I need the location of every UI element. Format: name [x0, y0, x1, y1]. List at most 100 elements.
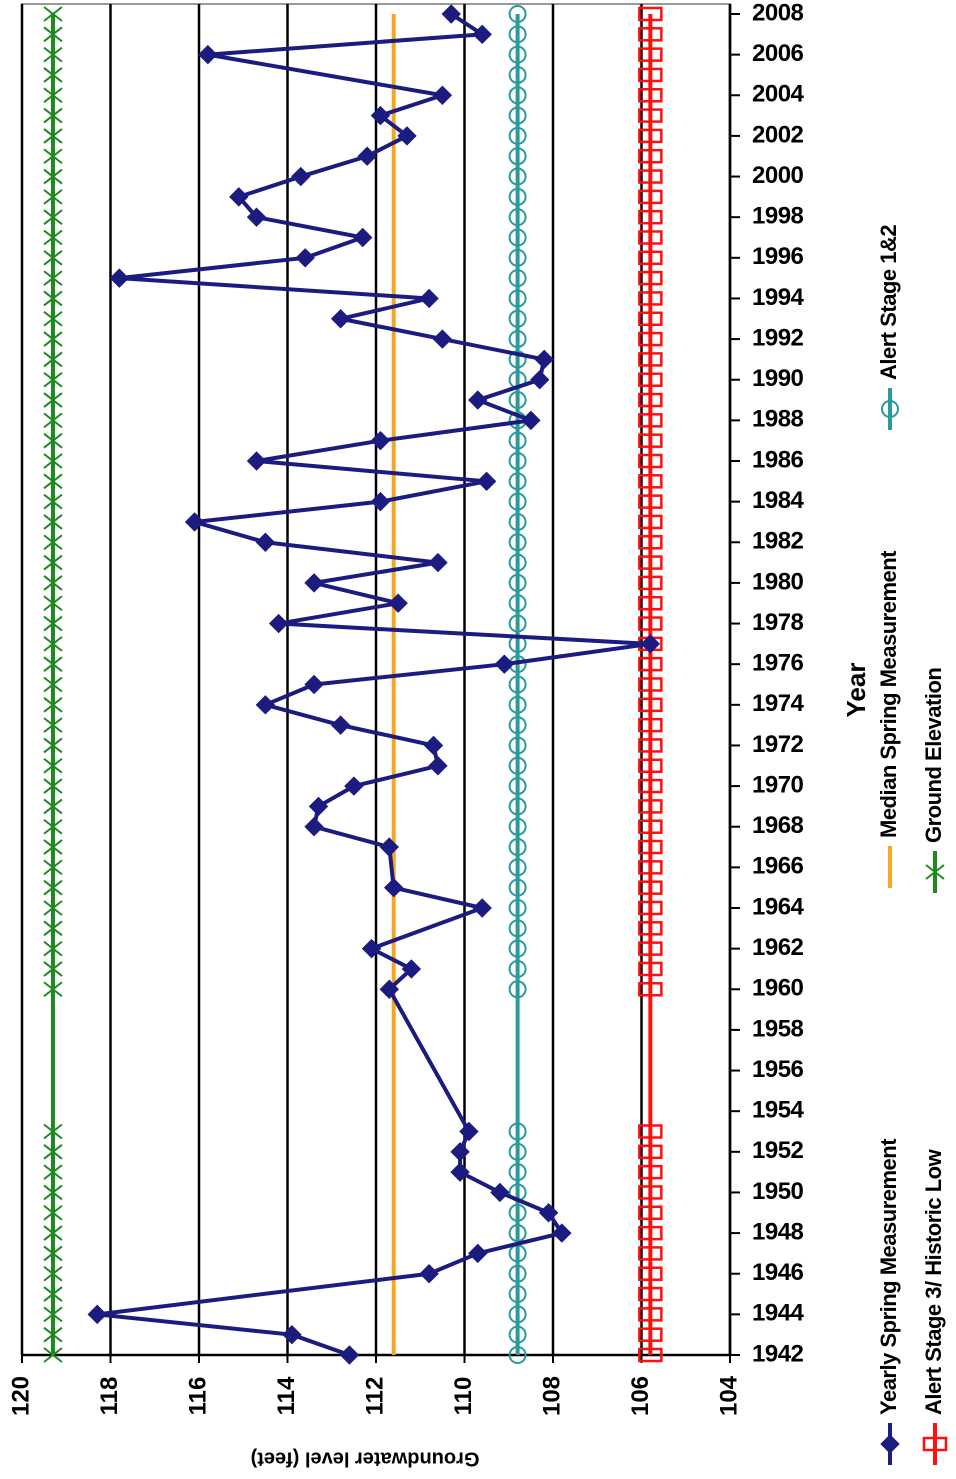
- data-point: [508, 208, 527, 227]
- data-point: [476, 471, 497, 492]
- data-point: [538, 1203, 559, 1223]
- data-point: [508, 187, 527, 206]
- data-point: [508, 492, 527, 511]
- data-point: [638, 1225, 663, 1241]
- x-tick-label: 1944: [752, 1300, 805, 1327]
- legend-marker: [925, 864, 945, 880]
- data-point: [397, 126, 417, 146]
- x-tick-label: 1942: [752, 1340, 804, 1367]
- x-tick-label: 1970: [752, 771, 804, 798]
- data-point: [638, 1347, 663, 1363]
- data-point: [508, 1203, 527, 1222]
- data-point: [638, 941, 663, 956]
- data-point: [43, 1326, 63, 1343]
- y-tick-label: 116: [184, 1377, 211, 1416]
- data-point: [508, 269, 527, 288]
- x-tick-label: 2000: [752, 162, 804, 189]
- data-point: [508, 5, 527, 23]
- data-point: [43, 209, 63, 225]
- x-tick-label: 1948: [752, 1218, 804, 1245]
- data-point: [43, 818, 63, 835]
- legend-item: Median Spring Measurement: [876, 550, 901, 888]
- data-point: [43, 879, 63, 896]
- x-tick-label: 1974: [752, 690, 805, 717]
- x-tick-label: 1994: [752, 284, 805, 311]
- data-point: [468, 390, 488, 410]
- legend-item: Ground Elevation: [921, 668, 946, 893]
- y-tick-label: 120: [7, 1376, 34, 1416]
- data-point: [370, 430, 391, 451]
- data-point: [508, 431, 527, 450]
- data-point: [508, 1264, 527, 1283]
- y-tick-label: 118: [96, 1377, 123, 1416]
- data-point: [43, 148, 63, 165]
- data-point: [638, 677, 663, 692]
- y-tick-label: 108: [538, 1376, 565, 1416]
- data-point: [255, 695, 276, 715]
- data-point: [428, 756, 448, 776]
- data-point: [43, 1286, 63, 1302]
- data-point: [43, 737, 63, 754]
- x-tick-label: 1988: [752, 406, 804, 433]
- data-point: [638, 921, 663, 936]
- data-point: [419, 288, 439, 309]
- data-point: [43, 331, 63, 347]
- data-point: [508, 391, 527, 410]
- legend-label: Ground Elevation: [921, 668, 946, 843]
- data-point: [508, 939, 527, 958]
- data-point: [638, 270, 663, 286]
- data-point: [638, 128, 663, 144]
- data-point: [43, 839, 63, 855]
- data-point: [508, 45, 527, 64]
- data-point: [508, 1142, 527, 1161]
- data-point: [361, 938, 382, 959]
- data-point: [330, 309, 351, 329]
- data-point: [43, 473, 63, 490]
- data-point: [638, 1286, 663, 1302]
- x-tick-label: 1978: [752, 609, 804, 636]
- data-point: [43, 6, 63, 22]
- legend-label: Alert Stage 1&2: [876, 225, 901, 380]
- data-point: [638, 494, 663, 509]
- data-point: [184, 512, 205, 532]
- data-point: [508, 1285, 527, 1304]
- data-point: [304, 817, 324, 837]
- data-point: [508, 472, 527, 491]
- x-tick-label: 1972: [752, 731, 804, 758]
- x-tick-label: 2004: [752, 81, 805, 108]
- legend-item: Alert Stage 1&2: [876, 225, 901, 430]
- data-point: [508, 126, 527, 145]
- data-point: [357, 146, 377, 166]
- data-point: [43, 676, 63, 693]
- data-point: [198, 44, 218, 65]
- data-point: [508, 756, 527, 775]
- y-tick-label: 114: [273, 1376, 300, 1415]
- data-point: [638, 1185, 663, 1200]
- data-point: [43, 534, 63, 551]
- legend-marker: [880, 1434, 900, 1454]
- x-tick-label: 1954: [752, 1097, 805, 1124]
- data-point: [508, 248, 527, 267]
- legend-item: Alert Stage 3/ Historic Low: [921, 1148, 948, 1465]
- data-point: [521, 410, 541, 431]
- data-point: [508, 65, 527, 84]
- legend-item: Yearly Spring Measurement: [876, 1138, 901, 1465]
- data-point: [87, 1304, 107, 1325]
- data-point: [255, 532, 276, 552]
- data-point: [508, 817, 527, 836]
- data-point: [43, 250, 63, 266]
- data-point: [43, 900, 63, 916]
- data-point: [638, 1327, 663, 1342]
- data-point: [43, 1245, 63, 1262]
- data-point: [638, 392, 663, 408]
- data-point: [43, 697, 63, 713]
- data-point: [494, 654, 515, 674]
- x-tick-label: 2008: [752, 0, 804, 26]
- legend-label: Alert Stage 3/ Historic Low: [921, 1148, 946, 1415]
- data-point: [282, 1324, 302, 1345]
- data-point: [508, 309, 527, 328]
- data-point: [246, 451, 267, 471]
- y-tick-label: 112: [361, 1377, 388, 1416]
- data-point: [459, 1121, 479, 1142]
